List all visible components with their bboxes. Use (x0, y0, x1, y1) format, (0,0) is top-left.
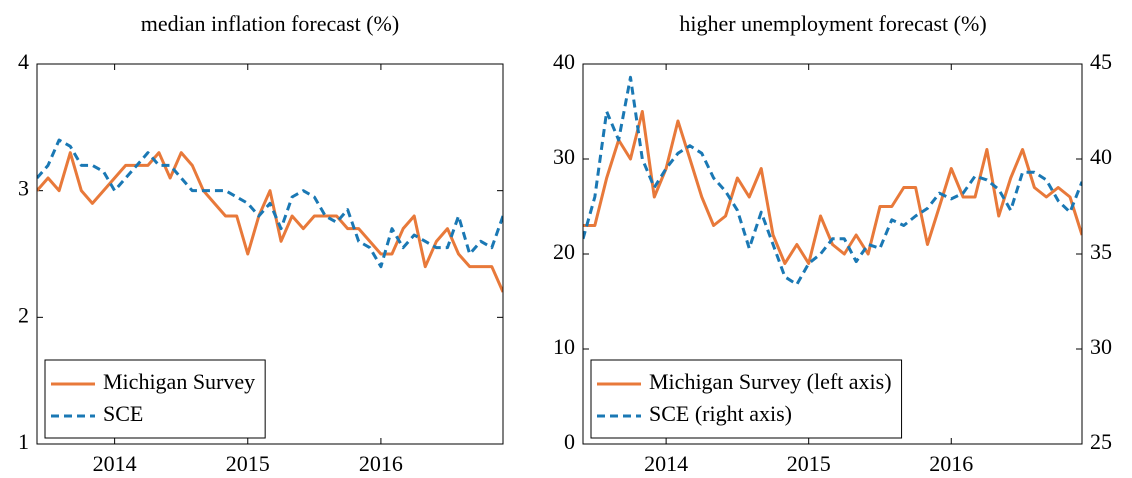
x-tick-label: 2014 (93, 451, 137, 476)
series-line (37, 151, 503, 293)
x-tick-label: 2015 (787, 451, 831, 476)
y-tick-label: 30 (553, 144, 575, 169)
y2-tick-label: 40 (1090, 144, 1112, 169)
x-tick-label: 2014 (644, 451, 688, 476)
y-tick-label: 0 (564, 429, 575, 454)
legend-label: Michigan Survey (103, 369, 255, 394)
chart-title: median inflation forecast (%) (141, 11, 399, 36)
series-line (37, 138, 503, 269)
series-line (583, 75, 1082, 286)
y-tick-label: 3 (18, 176, 29, 201)
legend-box (590, 359, 903, 439)
y-tick-label: 20 (553, 239, 575, 264)
y2-tick-label: 30 (1090, 334, 1112, 359)
y2-tick-label: 25 (1090, 429, 1112, 454)
y-tick-label: 10 (553, 334, 575, 359)
y2-tick-label: 45 (1090, 49, 1112, 74)
plot-frame (582, 63, 1083, 445)
series-line (583, 110, 1082, 265)
x-tick-label: 2015 (226, 451, 270, 476)
legend-label: SCE (right axis) (649, 401, 792, 426)
chart-title: higher unemployment forecast (%) (679, 11, 986, 36)
legend: Michigan Survey SCE (44, 359, 266, 439)
y-tick-label: 2 (18, 302, 29, 327)
y-tick-label: 4 (18, 49, 29, 74)
y2-tick-label: 35 (1090, 239, 1112, 264)
plot-frame (36, 63, 504, 445)
legend-box (44, 359, 266, 439)
legend-label: Michigan Survey (left axis) (649, 369, 892, 394)
y-tick-label: 40 (553, 49, 575, 74)
x-tick-label: 2016 (359, 451, 403, 476)
x-tick-label: 2016 (929, 451, 973, 476)
legend-label: SCE (103, 401, 143, 426)
legend: Michigan Survey (left axis) SCE (right ax… (590, 359, 903, 439)
y-tick-label: 1 (18, 429, 29, 454)
